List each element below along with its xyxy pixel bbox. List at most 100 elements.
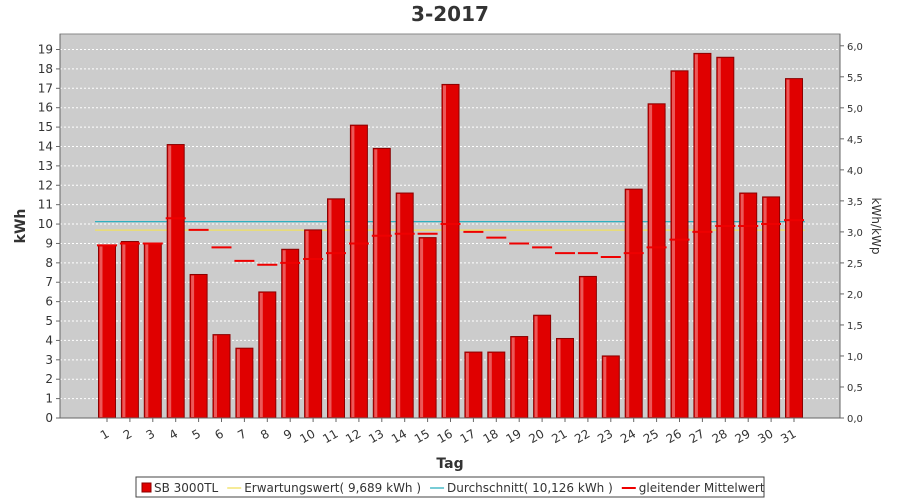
bar-highlight (328, 199, 332, 417)
x-tick-label: 14 (389, 426, 409, 446)
y-tick-label: 19 (38, 43, 53, 57)
bar-highlight (374, 149, 378, 417)
bar-highlight (214, 335, 217, 417)
y-tick-label: 12 (38, 178, 53, 192)
x-tick-label: 15 (412, 426, 432, 446)
bar-highlight (511, 337, 515, 417)
y2-tick-label: 1,0 (847, 352, 863, 363)
x-tick-label: 1 (98, 426, 112, 442)
y2-tick-label: 3,5 (847, 197, 863, 208)
y-tick-label: 1 (45, 392, 53, 406)
legend-label: SB 3000TL (154, 481, 219, 495)
y-tick-label: 11 (38, 198, 53, 212)
bar-highlight (305, 230, 309, 417)
y2-tick-label: 2,0 (847, 290, 863, 301)
y2-tick-label: 3,0 (847, 228, 863, 239)
x-tick-label: 20 (526, 426, 546, 446)
y-tick-label: 14 (38, 139, 53, 153)
y2-tick-label: 0,5 (847, 383, 863, 394)
x-tick-label: 30 (755, 426, 775, 446)
x-tick-label: 17 (458, 426, 478, 446)
bar-highlight (694, 54, 698, 417)
bar-highlight (282, 250, 286, 417)
legend-label: gleitender Mittelwert (639, 481, 765, 495)
x-tick-label: 6 (212, 426, 226, 442)
y2-tick-label: 4,0 (847, 166, 863, 177)
y2-tick-label: 1,5 (847, 321, 863, 332)
y2-tick-label: 4,5 (847, 135, 863, 146)
x-tick-label: 18 (481, 426, 501, 446)
x-tick-label: 3 (144, 426, 158, 442)
bar-highlight (580, 277, 584, 417)
legend-box (135, 476, 765, 498)
y-tick-label: 0 (45, 411, 53, 425)
x-tick-label: 31 (778, 426, 798, 446)
bar-highlight (786, 79, 790, 417)
bar-highlight (717, 58, 721, 417)
moving-average-series (97, 217, 804, 266)
x-tick-label: 21 (549, 426, 569, 446)
x-tick-label: 22 (572, 426, 592, 446)
legend-label: Durchschnitt( 10,126 kWh ) (447, 481, 613, 495)
x-tick-label: 8 (258, 426, 272, 442)
x-tick-label: 7 (235, 426, 249, 442)
bar-highlight (649, 104, 653, 418)
x-tick-label: 9 (281, 426, 295, 442)
x-tick-label: 16 (435, 426, 455, 446)
bar-highlight (168, 145, 172, 417)
x-tick-label: 12 (343, 426, 363, 446)
bar-highlight (443, 85, 446, 417)
y-tick-label: 8 (45, 256, 53, 270)
legend-swatch (141, 482, 152, 493)
bar-highlight (99, 246, 103, 417)
bar-highlight (191, 275, 195, 417)
x-tick-label: 23 (595, 426, 615, 446)
x-tick-label: 29 (732, 426, 752, 446)
bar-highlight (626, 190, 630, 417)
y-axis-label: kWh (13, 209, 29, 244)
x-tick-label: 10 (297, 426, 317, 446)
legend: SB 3000TL Erwartungswert( 9,689 kWh ) Durc… (135, 476, 765, 498)
bar-highlight (259, 292, 263, 417)
x-tick-label: 28 (710, 426, 730, 446)
y-axis-right: 0,0 0,5 1,0 1,5 2,0 2,5 3,0 3,5 4,0 4,5 5,0 5,5 6,0 (839, 34, 863, 425)
y-tick-label: 16 (38, 101, 53, 115)
bar-highlight (397, 194, 401, 417)
y2-tick-label: 6,0 (847, 42, 863, 53)
legend-label: Erwartungswert( 9,689 kWh ) (244, 481, 421, 495)
y2-tick-label: 5,0 (847, 104, 863, 115)
y-tick-label: 3 (45, 353, 53, 367)
x-tick-label: 24 (618, 426, 638, 446)
y-tick-label: 4 (45, 333, 53, 347)
y-tick-label: 13 (38, 159, 53, 173)
bar-highlight (465, 353, 469, 417)
x-axis: 1 2 3 4 5 6 7 8 9 10 11 12 13 14 15 16 17 18 19 20 21 22 23 24 2… (60, 417, 840, 446)
y-tick-label: 10 (38, 217, 53, 231)
y2-tick-label: 5,5 (847, 73, 863, 84)
bar-highlight (351, 126, 355, 417)
y2-tick-label: 0,0 (847, 414, 863, 425)
y-tick-label: 2 (45, 372, 53, 386)
y2-tick-label: 2,5 (847, 259, 863, 270)
y-tick-label: 5 (45, 314, 53, 328)
bar-highlight (740, 194, 744, 417)
bar-highlight (603, 356, 607, 417)
y-tick-label: 9 (45, 236, 53, 250)
x-tick-label: 11 (320, 426, 340, 446)
x-tick-label: 5 (189, 426, 203, 442)
y-tick-label: 17 (38, 81, 53, 95)
y2-axis-label: kWh/kWp (869, 198, 883, 255)
chart-title: 3-2017 (411, 2, 489, 26)
x-tick-label: 25 (641, 426, 661, 446)
bar-highlight (488, 353, 492, 417)
y-tick-label: 18 (38, 62, 53, 76)
bar-highlight (145, 244, 149, 417)
x-tick-label: 4 (167, 426, 181, 442)
bar-highlight (236, 349, 240, 417)
x-tick-label: 13 (366, 426, 386, 446)
y-tick-label: 7 (45, 275, 53, 289)
x-axis-label: Tag (436, 456, 463, 472)
